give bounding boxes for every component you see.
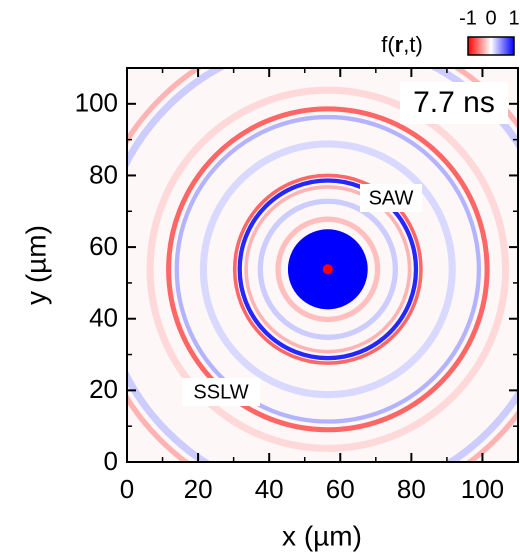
ring (275, 216, 381, 323)
ring (322, 264, 333, 275)
colorbar-label-part: f( (381, 32, 395, 57)
colorbar-label-part: r (395, 32, 404, 57)
y-axis-label: y (µm) (20, 225, 51, 305)
y-tick-label: 20 (89, 374, 118, 404)
time-annotation: 7.7 ns (413, 86, 495, 119)
colorbar (467, 36, 515, 56)
x-tick-label: 100 (461, 474, 504, 504)
x-tick-label: 40 (255, 474, 284, 504)
ring (237, 178, 419, 361)
colorbar-tick-label: 1 (508, 7, 519, 29)
ring (244, 185, 412, 354)
colorbar-label: f(r,t) (381, 32, 423, 57)
colorbar-tick-label: 0 (485, 7, 496, 29)
annotation-bg (400, 82, 508, 124)
ring (174, 114, 482, 424)
annotation-bg (360, 184, 422, 212)
y-tick-label: 0 (104, 446, 118, 476)
annotation-bg (182, 378, 260, 406)
x-tick-label: 60 (326, 474, 355, 504)
ring (166, 106, 490, 433)
colorbar-label-part: ,t) (403, 32, 423, 57)
sslw-annotation: SSLW (193, 381, 248, 403)
ring (199, 140, 456, 399)
ring (232, 173, 423, 365)
y-tick-label: 60 (89, 231, 118, 261)
saw-annotation: SAW (369, 187, 414, 209)
plot-frame (126, 67, 519, 463)
x-tick-label: 80 (397, 474, 426, 504)
ring (146, 86, 510, 452)
x-tick-label: 20 (184, 474, 213, 504)
y-tick-label: 40 (89, 303, 118, 333)
x-axis-label: x (µm) (282, 520, 362, 551)
ring (257, 198, 399, 341)
x-tick-label: 0 (120, 474, 134, 504)
y-tick-label: 80 (89, 159, 118, 189)
ticks: 0 20 40 60 80 100 0 20 40 60 80 100 (75, 68, 518, 504)
heatmap (127, 68, 518, 462)
y-tick-label: 100 (75, 88, 118, 118)
ring (287, 229, 368, 310)
colorbar-tick-label: -1 (459, 7, 477, 29)
